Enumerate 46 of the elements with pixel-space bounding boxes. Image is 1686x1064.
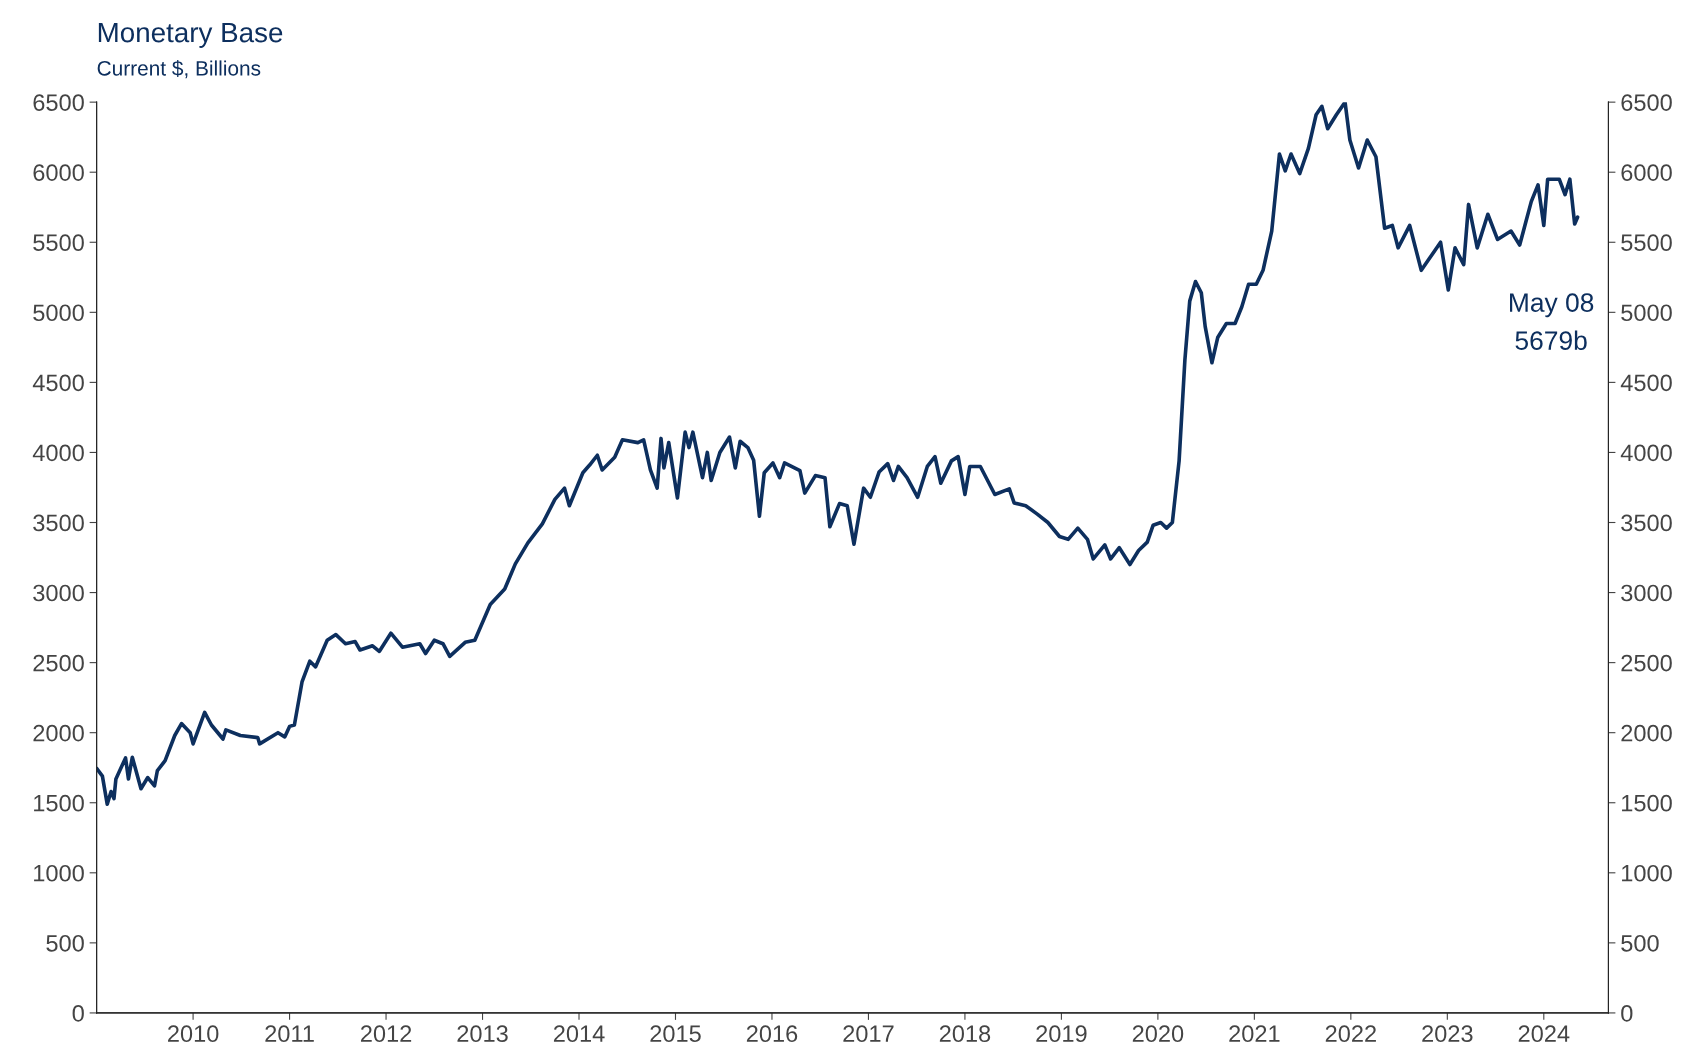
x-tick-label: 2020: [1132, 1025, 1184, 1043]
y-tick-label: 4500: [32, 374, 84, 392]
y-tick-label: 3000: [33, 584, 84, 602]
y2-tick-label: 5500: [1621, 234, 1672, 252]
x-tick-label: 2019: [1036, 1025, 1087, 1043]
x-tick-label: 2012: [360, 1025, 412, 1043]
y-tick-label: 6500: [33, 94, 84, 111]
x-tick-label: 2014: [553, 1025, 605, 1043]
y-tick-label: 3500: [33, 514, 84, 532]
chart-subtitle: Current $, Billions: [97, 60, 261, 79]
x-tick-label: 2016: [746, 1025, 798, 1043]
y-tick-label: 5500: [33, 234, 84, 252]
y2-tick-label: 3500: [1621, 514, 1672, 532]
x-tick-label: 2015: [650, 1025, 701, 1043]
y-tick-label: 1500: [34, 794, 84, 812]
y-tick-label: 1000: [34, 864, 84, 882]
y2-tick-label: 2000: [1621, 724, 1672, 742]
x-tick-label: 2023: [1422, 1025, 1473, 1043]
x-tick-label: 2010: [168, 1025, 219, 1043]
y2-tick-label: 1000: [1622, 864, 1672, 882]
y2-tick-label: 2500: [1621, 654, 1672, 672]
y2-tick-label: 1500: [1622, 794, 1672, 812]
x-tick-label: 2017: [843, 1025, 894, 1043]
x-tick-label: 2021: [1229, 1025, 1280, 1043]
annotation: May 08 5679b: [1510, 293, 1594, 350]
y-tick-label: 5000: [33, 304, 84, 322]
x-tick-label: 2013: [457, 1025, 508, 1043]
y-tick-label: 0: [72, 1005, 84, 1022]
y2-tick-label: 4500: [1620, 374, 1672, 392]
y2-tick-label: 5000: [1621, 304, 1672, 322]
y2-tick-label: 500: [1621, 934, 1659, 952]
y-tick-label: 2000: [33, 724, 84, 742]
y-tick-label: 500: [46, 934, 84, 952]
y-tick-label: 2500: [33, 654, 84, 672]
x-tick-label: 2011: [265, 1025, 314, 1043]
x-tick-label: 2024: [1518, 1025, 1570, 1043]
chart-title: Monetary Base: [98, 23, 283, 48]
x-tick-label: 2018: [939, 1025, 991, 1043]
y2-tick-label: 4000: [1620, 444, 1672, 462]
y2-tick-label: 6000: [1621, 164, 1672, 181]
y2-tick-label: 0: [1621, 1005, 1633, 1022]
y2-tick-label: 3000: [1621, 584, 1672, 602]
x-tick-label: 2022: [1325, 1025, 1376, 1043]
y2-tick-label: 6500: [1621, 94, 1672, 111]
y-tick-label: 4000: [32, 444, 84, 462]
y-tick-label: 6000: [33, 164, 84, 181]
